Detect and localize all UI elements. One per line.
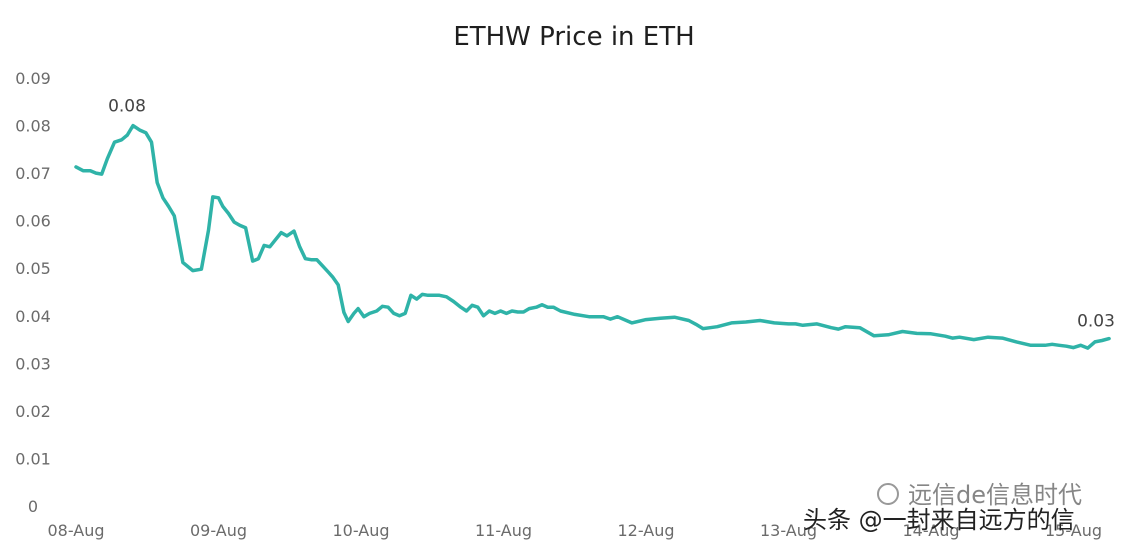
x-axis: 08-Aug 09-Aug 10-Aug 11-Aug 12-Aug 13-Aug 14-A…	[47, 521, 1102, 540]
y-tick-label: 0.04	[15, 307, 51, 326]
x-tick-label: 13-Aug	[760, 521, 817, 540]
y-tick-label: 0.06	[15, 212, 51, 231]
watermark-right-text: 头条 @一封来自远方的信	[803, 506, 1075, 534]
y-tick-label: 0.03	[15, 354, 51, 373]
data-label: 0.08	[108, 97, 146, 117]
chart-title: ETHW Price in ETH	[453, 22, 694, 52]
series-line	[74, 123, 1111, 350]
wechat-icon	[877, 483, 899, 505]
x-tick-label: 12-Aug	[617, 521, 674, 540]
x-tick-label: 14-Aug	[902, 521, 959, 540]
y-tick-label: 0.07	[15, 164, 51, 183]
y-tick-label: 0	[28, 497, 38, 516]
y-tick-label: 0.02	[15, 402, 51, 421]
x-tick-label: 09-Aug	[190, 521, 247, 540]
x-tick-label: 08-Aug	[47, 521, 104, 540]
watermark: 远信de信息时代 头条 @一封来自远方的信	[803, 481, 1082, 534]
x-tick-label: 15-Aug	[1045, 521, 1102, 540]
y-axis: 0 0.01 0.02 0.03 0.04 0.05 0.06 0.07 0.08 0.09	[15, 69, 51, 516]
x-tick-label: 10-Aug	[332, 521, 389, 540]
data-labels: 0.08 0.03	[108, 97, 1115, 332]
y-tick-label: 0.05	[15, 259, 51, 278]
y-tick-label: 0.09	[15, 69, 51, 88]
y-tick-label: 0.01	[15, 449, 51, 468]
y-tick-label: 0.08	[15, 117, 51, 136]
watermark-left-text: 远信de信息时代	[908, 481, 1082, 509]
data-label: 0.03	[1077, 312, 1115, 332]
x-tick-label: 11-Aug	[475, 521, 532, 540]
